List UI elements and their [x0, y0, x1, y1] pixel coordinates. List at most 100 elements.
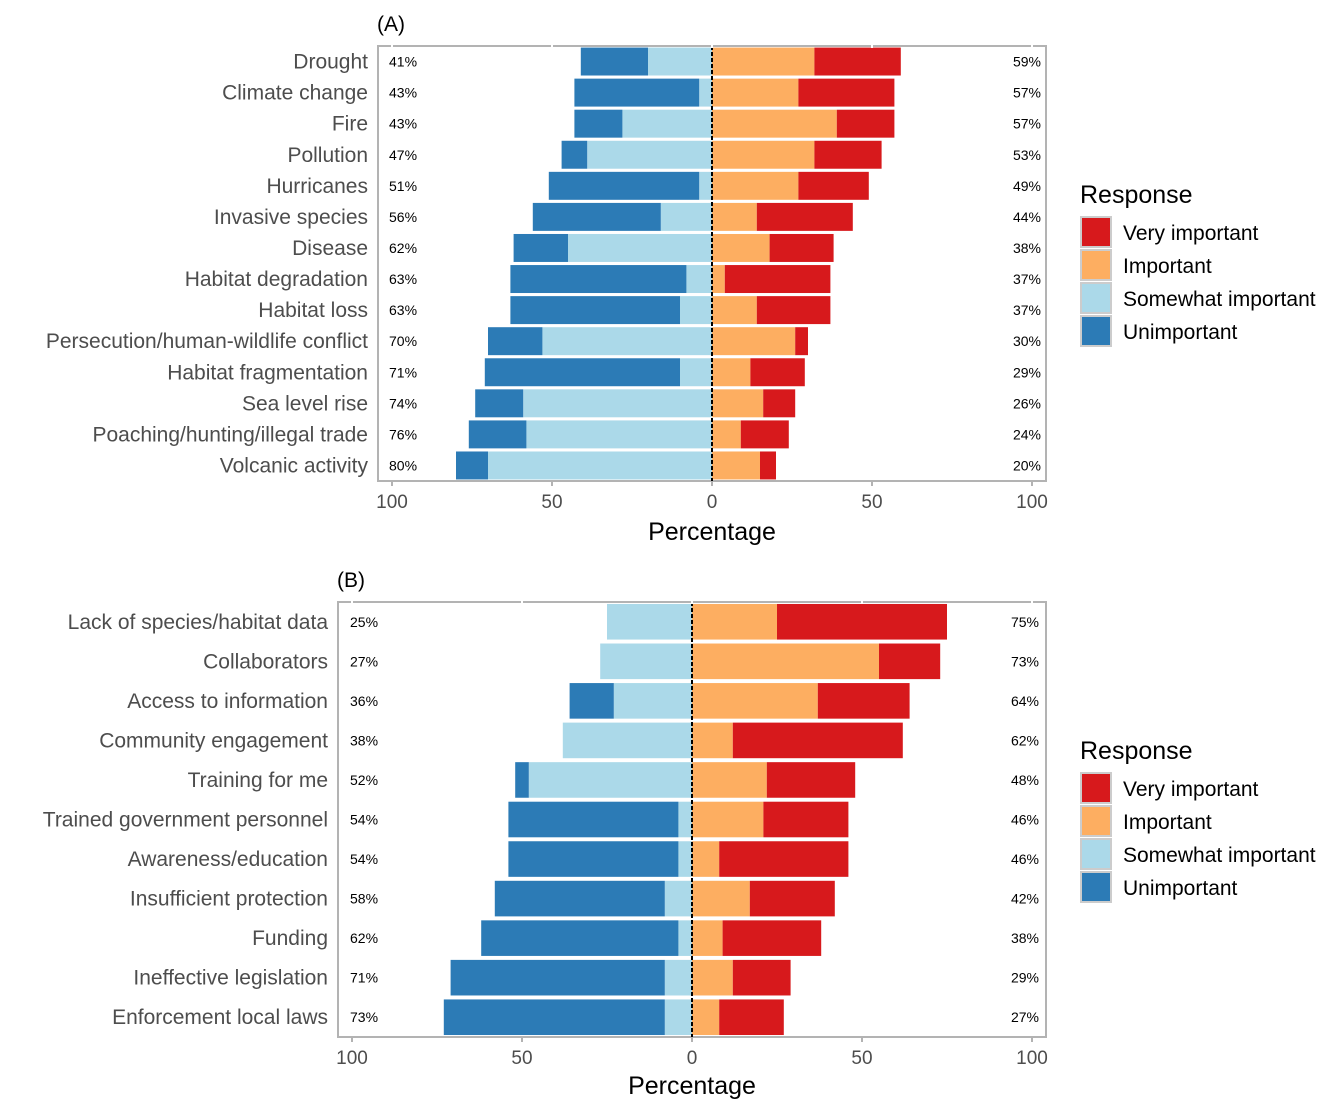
bar-lack-of-species-habitat-data-important — [692, 603, 777, 640]
bar-ineffective-legislation-unimportant — [450, 959, 665, 996]
left-pct-label: 62% — [389, 240, 417, 256]
right-pct-label: 27% — [1011, 1009, 1039, 1025]
bar-habitat-degradation-unimportant — [510, 265, 687, 294]
bar-awareness-education-somewhat-important — [678, 841, 692, 877]
category-label: Poaching/hunting/illegal trade — [92, 423, 368, 446]
bar-awareness-education-very-important — [719, 841, 849, 877]
bar-lack-of-species-habitat-data-somewhat-important — [607, 603, 692, 640]
bar-enforcement-local-laws-very-important — [719, 999, 784, 1036]
bar-poaching-hunting-illegal-trade-very-important — [740, 420, 789, 449]
bar-sea-level-rise-somewhat-important — [523, 389, 712, 418]
category-label: Hurricanes — [266, 175, 368, 198]
bar-pollution-somewhat-important — [587, 140, 712, 169]
right-pct-label: 30% — [1013, 333, 1041, 349]
x-axis-title: Percentage — [628, 1072, 756, 1100]
bar-training-for-me-unimportant — [515, 762, 529, 798]
bar-habitat-loss-unimportant — [510, 296, 680, 325]
left-pct-label: 73% — [350, 1009, 378, 1025]
right-pct-label: 44% — [1013, 209, 1041, 225]
bar-trained-government-personnel-somewhat-important — [678, 801, 692, 838]
bar-access-to-information-somewhat-important — [613, 683, 692, 719]
bar-hurricanes-unimportant — [548, 171, 700, 200]
bar-habitat-loss-somewhat-important — [680, 296, 712, 325]
bar-trained-government-personnel-important — [692, 801, 764, 838]
panel-a: (A) Drought 41% 59% Climate change 43% 57% Fire… — [46, 13, 1316, 546]
bar-volcanic-activity-unimportant — [456, 451, 488, 480]
bar-insufficient-protection-somewhat-important — [664, 880, 692, 917]
bar-hurricanes-important — [712, 171, 799, 200]
bar-habitat-loss-important — [712, 296, 757, 325]
bar-invasive-species-very-important — [756, 202, 853, 231]
left-pct-label: 43% — [389, 116, 417, 132]
bar-habitat-fragmentation-very-important — [750, 358, 805, 387]
right-pct-label: 73% — [1011, 653, 1039, 669]
bar-access-to-information-important — [692, 683, 818, 719]
right-pct-label: 46% — [1011, 851, 1039, 867]
bar-volcanic-activity-very-important — [760, 451, 776, 480]
left-pct-label: 63% — [389, 271, 417, 287]
bar-poaching-hunting-illegal-trade-important — [712, 420, 741, 449]
left-pct-label: 52% — [350, 772, 378, 788]
right-pct-label: 53% — [1013, 147, 1041, 163]
bar-habitat-fragmentation-somewhat-important — [680, 358, 712, 387]
x-tick-label: 50 — [511, 1048, 532, 1069]
right-pct-label: 49% — [1013, 178, 1041, 194]
bar-habitat-loss-very-important — [756, 296, 831, 325]
legend-label: Important — [1123, 811, 1212, 834]
category-label: Trained government personnel — [43, 809, 328, 832]
right-pct-label: 64% — [1011, 693, 1039, 709]
right-pct-label: 42% — [1011, 891, 1039, 907]
legend: Response Very important Important Somewhat … — [1080, 181, 1316, 347]
left-pct-label: 70% — [389, 333, 417, 349]
bar-drought-unimportant — [580, 47, 648, 76]
category-label: Pollution — [287, 144, 368, 167]
bar-sea-level-rise-unimportant — [475, 389, 524, 418]
left-pct-label: 80% — [389, 457, 417, 473]
panel-b: (B) Lack of species/habitat data 25% 75% Col… — [43, 569, 1316, 1100]
bar-persecution-human-wildlife-conflict-important — [712, 327, 796, 356]
right-pct-label: 75% — [1011, 614, 1039, 630]
left-pct-label: 51% — [389, 178, 417, 194]
category-label: Habitat loss — [258, 299, 368, 322]
category-label: Habitat degradation — [185, 268, 368, 291]
panel-title: (B) — [337, 569, 365, 592]
category-label: Insufficient protection — [130, 888, 328, 911]
bar-insufficient-protection-unimportant — [494, 880, 665, 917]
bar-drought-very-important — [814, 47, 901, 76]
bar-ineffective-legislation-very-important — [732, 959, 791, 996]
bar-habitat-fragmentation-unimportant — [484, 358, 680, 387]
bar-disease-important — [712, 233, 770, 262]
bar-enforcement-local-laws-important — [692, 999, 720, 1036]
x-tick-label: 0 — [687, 1048, 698, 1069]
bar-fire-unimportant — [574, 109, 623, 138]
bar-invasive-species-somewhat-important — [660, 202, 712, 231]
x-tick-label: 100 — [336, 1048, 368, 1069]
bar-habitat-fragmentation-important — [712, 358, 751, 387]
bar-awareness-education-unimportant — [508, 841, 679, 877]
left-pct-label: 62% — [350, 930, 378, 946]
x-tick-label: 0 — [707, 492, 718, 513]
left-pct-label: 76% — [389, 426, 417, 442]
left-pct-label: 71% — [389, 364, 417, 380]
right-pct-label: 48% — [1011, 772, 1039, 788]
bar-funding-important — [692, 920, 723, 956]
bar-volcanic-activity-important — [712, 451, 760, 480]
right-pct-label: 57% — [1013, 85, 1041, 101]
bar-drought-somewhat-important — [648, 47, 712, 76]
bar-fire-very-important — [836, 109, 895, 138]
left-pct-label: 43% — [389, 85, 417, 101]
bar-habitat-degradation-important — [712, 265, 725, 294]
bar-collaborators-somewhat-important — [600, 643, 692, 680]
bar-poaching-hunting-illegal-trade-somewhat-important — [526, 420, 712, 449]
category-label: Fire — [332, 113, 368, 136]
bar-hurricanes-somewhat-important — [699, 171, 712, 200]
legend-key-important — [1082, 807, 1110, 835]
category-label: Funding — [252, 927, 328, 950]
right-pct-label: 26% — [1013, 395, 1041, 411]
left-pct-label: 25% — [350, 614, 378, 630]
x-tick-label: 50 — [851, 1048, 872, 1069]
bar-insufficient-protection-very-important — [749, 880, 835, 917]
left-pct-label: 41% — [389, 54, 417, 70]
x-tick-label: 100 — [376, 492, 408, 513]
x-tick-label: 50 — [861, 492, 882, 513]
